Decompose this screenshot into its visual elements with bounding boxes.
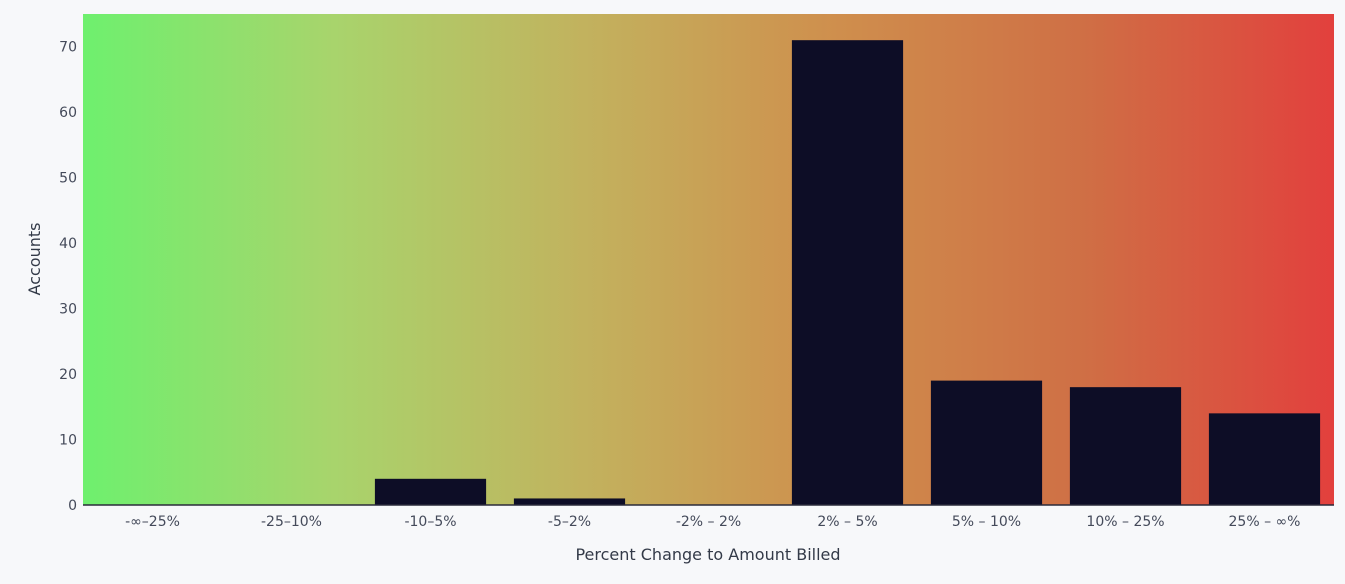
bar[interactable] <box>1069 387 1182 505</box>
bars-layer <box>374 40 1321 505</box>
x-tick-label: -10–5% <box>404 514 456 530</box>
x-tick-label: 5% – 10% <box>952 514 1021 530</box>
y-tick-label: 30 <box>59 302 77 318</box>
y-tick-labels: 0 10 20 30 40 50 60 70 <box>59 40 77 514</box>
y-tick-label: 10 <box>59 433 77 449</box>
x-tick-label: 25% – ∞% <box>1229 514 1301 530</box>
x-tick-label: -5–2% <box>548 514 591 530</box>
y-tick-label: 70 <box>59 40 77 56</box>
bar[interactable] <box>374 478 487 505</box>
x-tick-label: 2% – 5% <box>817 514 877 530</box>
x-axis-title: Percent Change to Amount Billed <box>575 545 840 564</box>
y-axis-title: Accounts <box>25 223 44 296</box>
y-tick-label: 0 <box>68 498 77 514</box>
y-tick-label: 40 <box>59 236 77 252</box>
bar[interactable] <box>1208 413 1321 505</box>
x-tick-label: 10% – 25% <box>1086 514 1164 530</box>
y-tick-label: 60 <box>59 105 77 121</box>
bar[interactable] <box>791 40 904 505</box>
bar[interactable] <box>930 380 1043 505</box>
x-tick-label: -∞–25% <box>125 514 180 530</box>
bar[interactable] <box>513 498 626 505</box>
x-tick-label: -2% – 2% <box>676 514 741 530</box>
x-tick-label: -25–10% <box>261 514 322 530</box>
x-tick-labels: -∞–25% -25–10% -10–5% -5–2% -2% – 2% 2% – 5% 5… <box>125 514 1300 530</box>
y-tick-label: 20 <box>59 367 77 383</box>
y-tick-label: 50 <box>59 171 77 187</box>
